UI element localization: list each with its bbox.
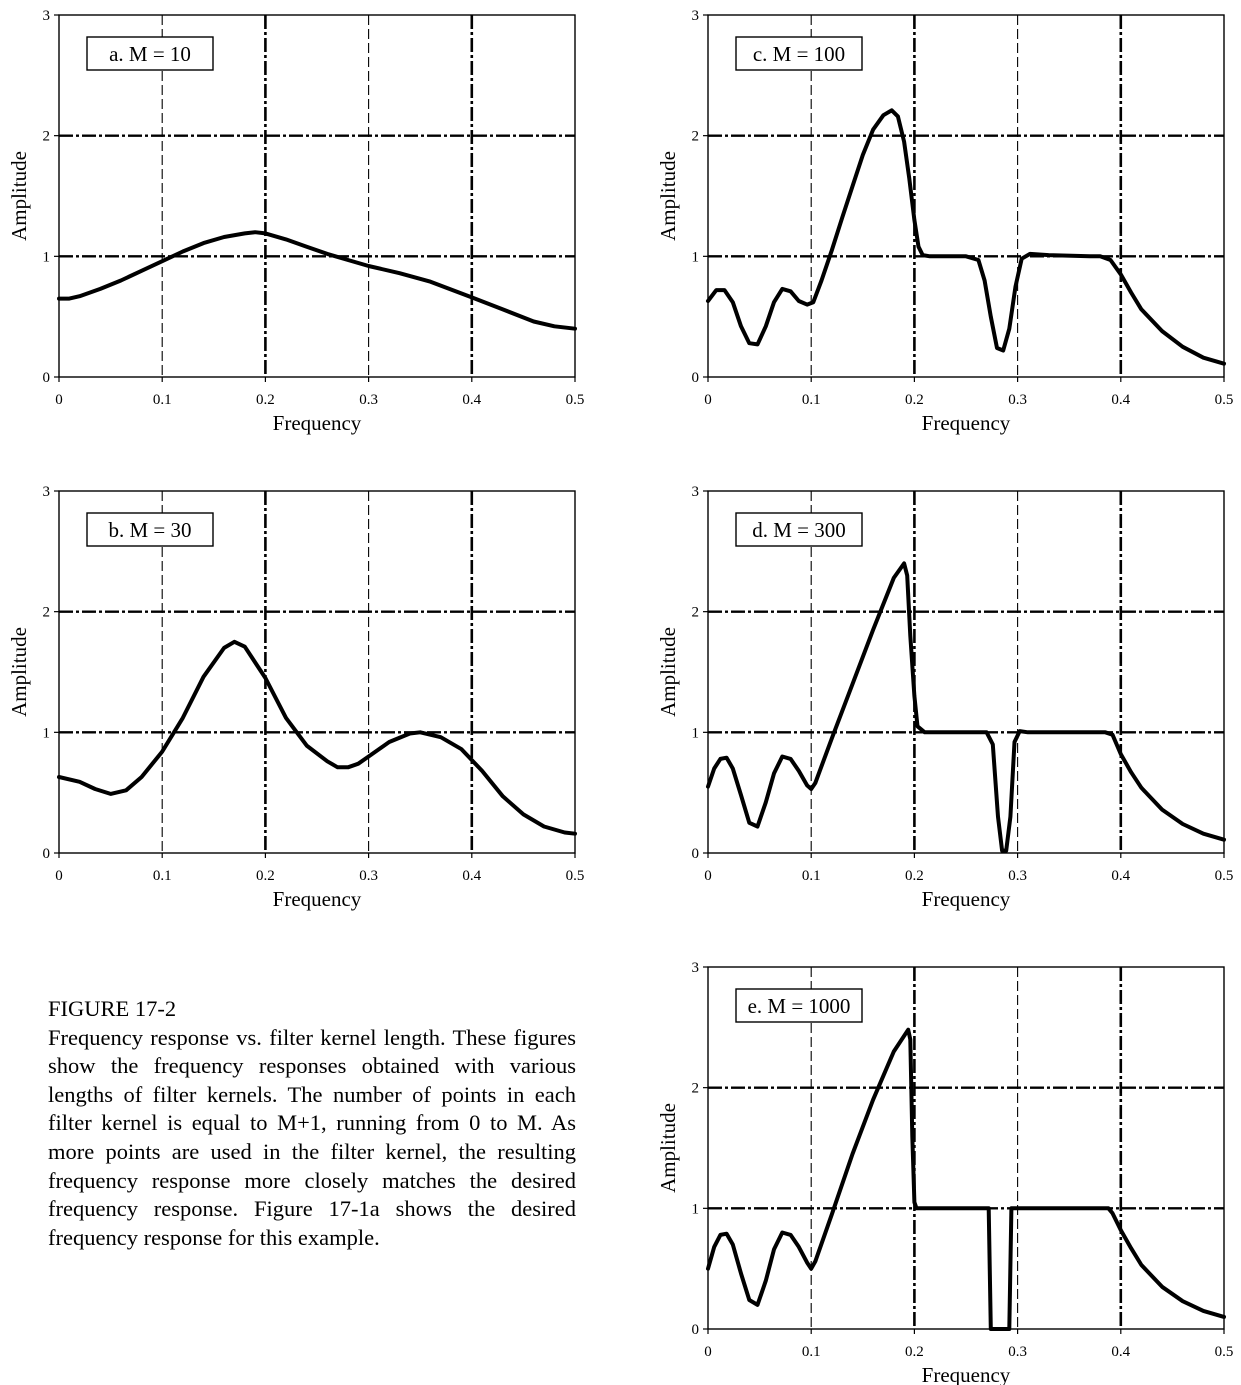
tick-label-y-d-3: 3 — [692, 484, 700, 500]
tick-label-x-c-2: 0.2 — [905, 392, 924, 408]
tick-label-x-e-4: 0.4 — [1111, 1344, 1130, 1360]
plot-frame-d — [707, 490, 1225, 854]
tick-label-x-a-5: 0.5 — [566, 392, 585, 408]
series-line-d-0 — [706, 561, 1226, 853]
y-axis-label-c: Amplitude — [656, 151, 680, 241]
panel-label-box-b — [86, 512, 214, 547]
panel-label-box-e — [735, 988, 863, 1023]
tick-label-x-a-4: 0.4 — [462, 392, 481, 408]
tick-label-x-c-1: 0.1 — [802, 392, 821, 408]
tick-label-x-b-5: 0.5 — [566, 868, 585, 884]
tick-label-x-c-5: 0.5 — [1215, 392, 1234, 408]
panel-label-box-d — [735, 512, 863, 547]
x-axis-label-d: Frequency — [922, 887, 1011, 911]
tick-label-x-e-2: 0.2 — [905, 1344, 924, 1360]
tick-label-x-b-1: 0.1 — [153, 868, 172, 884]
tick-label-x-c-0: 0 — [704, 392, 712, 408]
chart-panel-d: 0 0.1 0.2 0.3 0.4 0.5 0 1 2 3 Frequency Amplitude d.… — [656, 484, 1233, 911]
tick-label-x-d-0: 0 — [704, 868, 712, 884]
tick-label-x-c-3: 0.3 — [1008, 392, 1027, 408]
y-axis-label-a: Amplitude — [7, 151, 31, 241]
plot-frame-e — [707, 966, 1225, 1330]
tick-label-x-e-1: 0.1 — [802, 1344, 821, 1360]
tick-label-x-d-4: 0.4 — [1111, 868, 1130, 884]
figure-caption: FIGURE 17-2 Frequency response vs. filte… — [48, 995, 576, 1252]
panel-label-e: e. M = 1000 — [748, 994, 851, 1018]
tick-label-y-c-1: 1 — [692, 249, 700, 265]
panel-label-box-a — [86, 36, 214, 71]
panel-label-b: b. M = 30 — [108, 518, 191, 542]
y-axis-label-b: Amplitude — [7, 627, 31, 717]
tick-label-y-b-2: 2 — [43, 605, 51, 621]
tick-label-x-b-3: 0.3 — [359, 868, 378, 884]
tick-label-x-c-4: 0.4 — [1111, 392, 1130, 408]
x-axis-label-a: Frequency — [273, 411, 362, 435]
tick-label-x-d-2: 0.2 — [905, 868, 924, 884]
x-axis-label-b: Frequency — [273, 887, 362, 911]
tick-label-y-e-3: 3 — [692, 960, 700, 976]
series-line-a-0 — [57, 230, 577, 331]
x-axis-label-c: Frequency — [922, 411, 1011, 435]
series-line-c-0 — [706, 108, 1226, 366]
tick-label-y-a-1: 1 — [43, 249, 51, 265]
tick-label-x-b-4: 0.4 — [462, 868, 481, 884]
tick-label-x-d-5: 0.5 — [1215, 868, 1234, 884]
panel-label-a: a. M = 10 — [109, 42, 191, 66]
tick-label-y-d-1: 1 — [692, 725, 700, 741]
chart-panel-b: 0 0.1 0.2 0.3 0.4 0.5 0 1 2 3 Frequency Amplitude b.… — [7, 484, 584, 911]
plot-frame-a — [58, 14, 576, 378]
tick-label-y-a-2: 2 — [43, 129, 51, 145]
tick-label-y-c-3: 3 — [692, 8, 700, 24]
panel-label-box-c — [735, 36, 863, 71]
tick-label-y-a-3: 3 — [43, 8, 51, 24]
series-line-b-0 — [57, 639, 577, 836]
figure-caption-text: Frequency response vs. filter kernel len… — [48, 1024, 576, 1250]
tick-label-y-a-0: 0 — [43, 370, 51, 386]
chart-panel-a: 0 0.1 0.2 0.3 0.4 0.5 0 1 2 3 Frequency Amplitude a.… — [7, 8, 584, 435]
y-axis-label-e: Amplitude — [656, 1103, 680, 1193]
panel-label-c: c. M = 100 — [753, 42, 845, 66]
tick-label-y-c-2: 2 — [692, 129, 700, 145]
chart-panel-c: 0 0.1 0.2 0.3 0.4 0.5 0 1 2 3 Frequency Amplitude c.… — [656, 8, 1233, 435]
tick-label-x-b-2: 0.2 — [256, 868, 275, 884]
plot-frame-c — [707, 14, 1225, 378]
tick-label-y-b-1: 1 — [43, 725, 51, 741]
tick-label-x-d-3: 0.3 — [1008, 868, 1027, 884]
plot-frame-b — [58, 490, 576, 854]
tick-label-x-b-0: 0 — [55, 868, 63, 884]
tick-label-x-a-1: 0.1 — [153, 392, 172, 408]
tick-label-x-d-1: 0.1 — [802, 868, 821, 884]
tick-label-y-c-0: 0 — [692, 370, 700, 386]
tick-label-x-e-3: 0.3 — [1008, 1344, 1027, 1360]
tick-label-y-e-2: 2 — [692, 1081, 700, 1097]
chart-panel-e: 0 0.1 0.2 0.3 0.4 0.5 0 1 2 3 Frequency Amplitude e.… — [656, 960, 1233, 1385]
tick-label-x-a-0: 0 — [55, 392, 63, 408]
figure-caption-title: FIGURE 17-2 — [48, 996, 177, 1021]
panel-label-d: d. M = 300 — [752, 518, 846, 542]
tick-label-x-a-3: 0.3 — [359, 392, 378, 408]
tick-label-x-e-0: 0 — [704, 1344, 712, 1360]
tick-label-y-d-2: 2 — [692, 605, 700, 621]
x-axis-label-e: Frequency — [922, 1363, 1011, 1385]
y-axis-label-d: Amplitude — [656, 627, 680, 717]
tick-label-y-d-0: 0 — [692, 846, 700, 862]
tick-label-y-b-0: 0 — [43, 846, 51, 862]
tick-label-y-b-3: 3 — [43, 484, 51, 500]
tick-label-y-e-1: 1 — [692, 1201, 700, 1217]
tick-label-x-a-2: 0.2 — [256, 392, 275, 408]
tick-label-y-e-0: 0 — [692, 1322, 700, 1338]
tick-label-x-e-5: 0.5 — [1215, 1344, 1234, 1360]
series-line-e-0 — [706, 1027, 1226, 1331]
